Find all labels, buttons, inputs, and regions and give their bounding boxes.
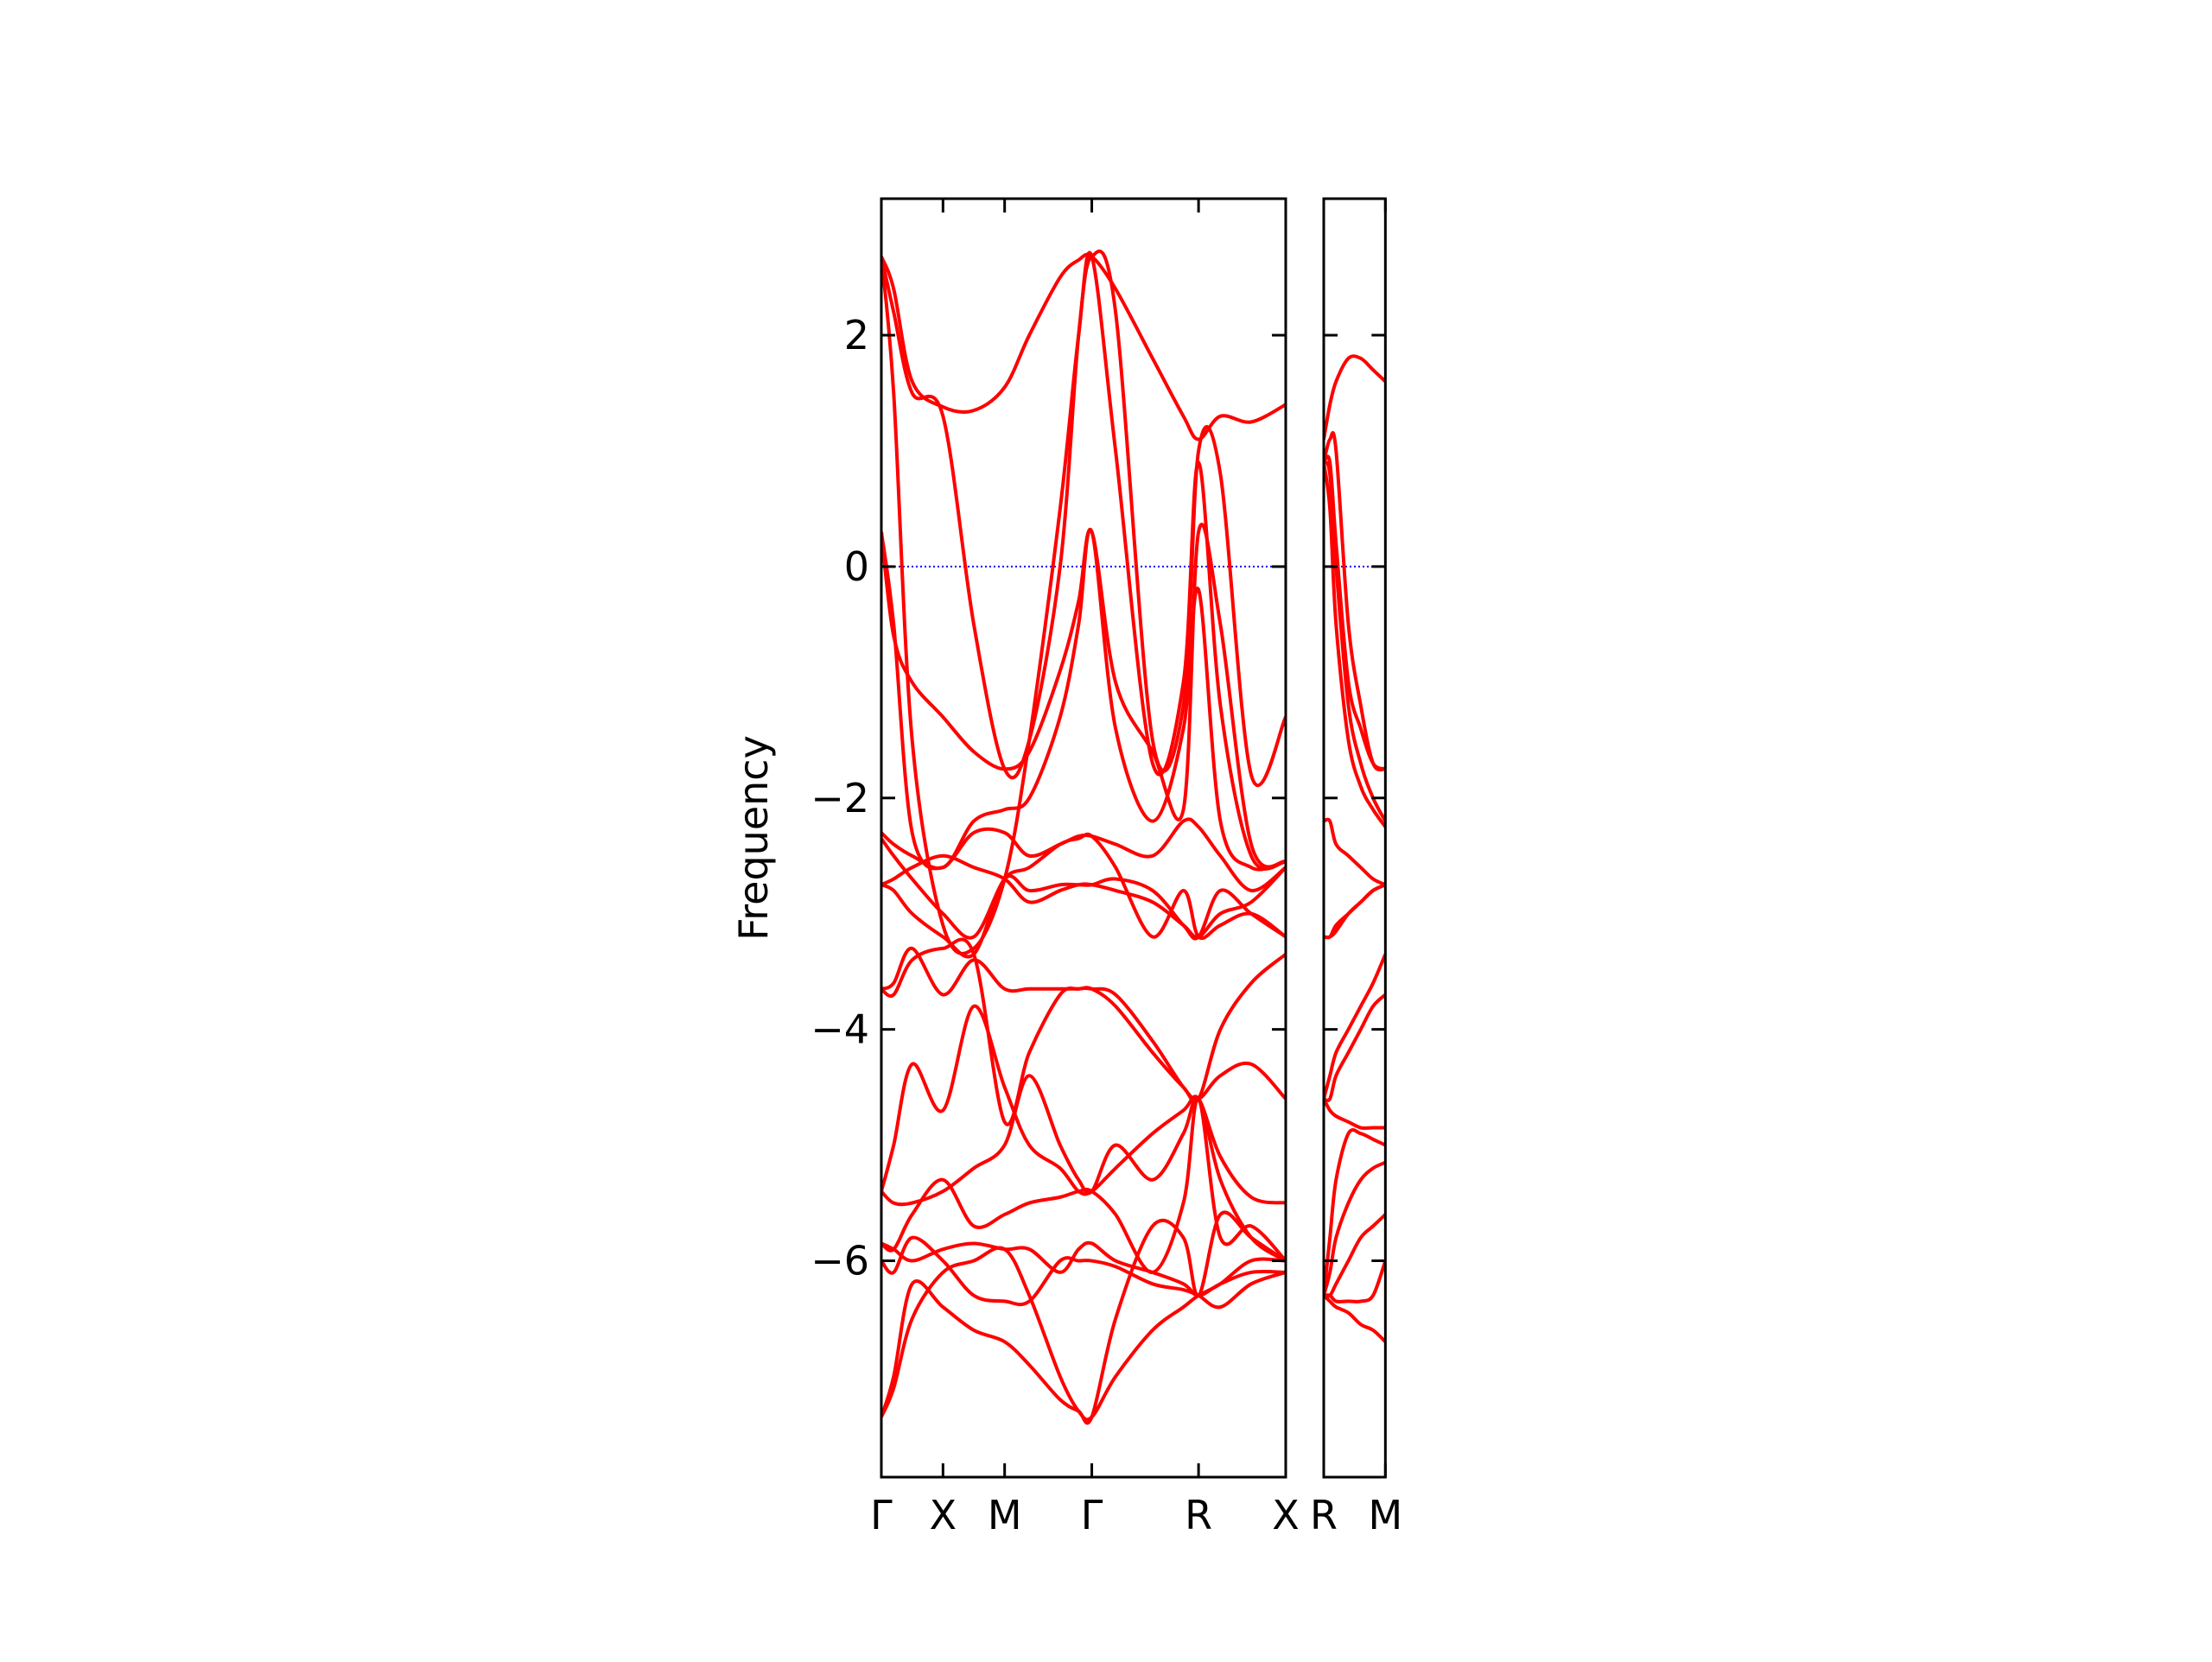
band-line: [1324, 354, 1386, 440]
band-line: [881, 937, 1286, 1126]
y-tick-label: 2: [844, 312, 869, 358]
x-tick-label: X: [930, 1492, 957, 1538]
band-line: [1324, 817, 1386, 887]
y-tick-label: −2: [810, 775, 869, 821]
band-line: [881, 528, 1286, 872]
band-line: [881, 1210, 1286, 1425]
axes-frame: [1322, 197, 1387, 1479]
band-line: [1324, 883, 1386, 940]
x-tick-label: M: [988, 1492, 1022, 1538]
x-tick-label: R: [1185, 1492, 1212, 1538]
band-line: [1324, 1098, 1386, 1131]
band-line: [881, 832, 1286, 941]
y-axis-label: Frequency: [730, 735, 777, 941]
x-tick-label: M: [1368, 1492, 1402, 1538]
band-line: [881, 946, 1286, 1104]
band-line: [881, 874, 1286, 959]
band-line: [1324, 953, 1386, 1100]
band-line: [881, 1074, 1286, 1263]
band-line: [881, 1246, 1286, 1422]
bands: [881, 249, 1286, 1425]
band-line: [881, 1004, 1286, 1205]
band-line: [881, 817, 1286, 892]
band-line: [881, 1235, 1286, 1310]
band-line: [881, 249, 1286, 787]
band-line: [881, 1240, 1286, 1297]
y-tick-label: −4: [810, 1006, 869, 1053]
band-line: [1324, 1259, 1386, 1304]
band-line: [1324, 460, 1386, 822]
band-line: [881, 1097, 1286, 1274]
bands: [1324, 354, 1386, 1343]
x-tick-label: X: [1272, 1492, 1300, 1538]
band-line: [1324, 1160, 1386, 1297]
band-line: [1324, 1294, 1386, 1343]
x-tick-label: Γ: [870, 1492, 893, 1538]
band-line: [1324, 462, 1386, 828]
band-line: [1324, 454, 1386, 771]
x-tick-label: R: [1310, 1492, 1338, 1538]
x-tick-label: Γ: [1081, 1492, 1103, 1538]
band-line: [1324, 1128, 1386, 1296]
band-line: [881, 251, 1286, 955]
axes-frame: [880, 197, 1287, 1479]
band-line: [1324, 993, 1386, 1102]
band-line: [1324, 883, 1386, 940]
y-tick-label: 0: [844, 543, 869, 590]
y-tick-label: −6: [810, 1238, 869, 1285]
